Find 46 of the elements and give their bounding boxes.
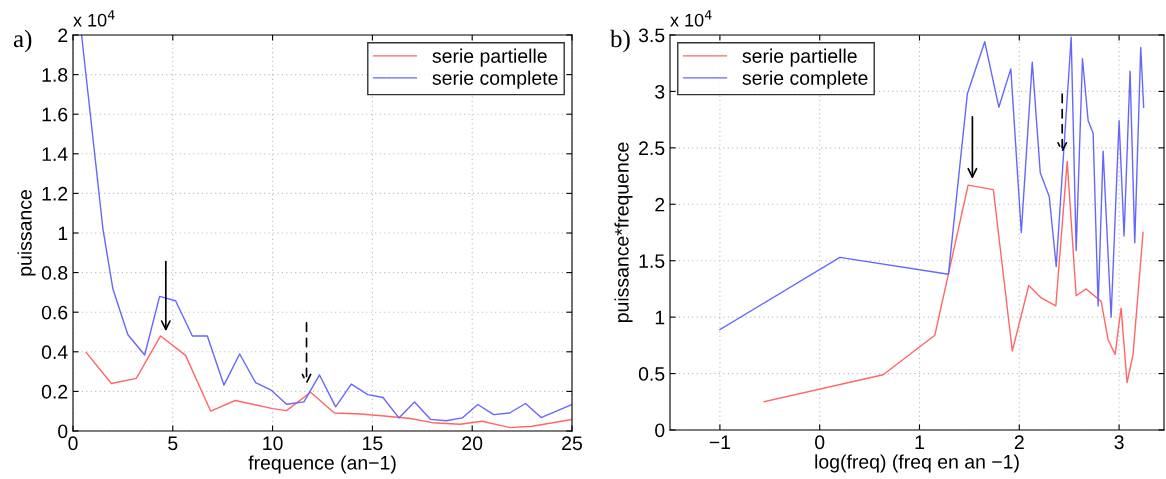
y-tick-label: 0 [58,424,68,439]
y-tick-label: 1.8 [42,68,68,82]
legend-label: serie partielle [742,48,857,67]
x-tick-label: 2 [1014,435,1024,449]
x-tick-label: 25 [562,436,582,451]
y-tick-label: 1.2 [42,186,68,201]
legend-label: serie complete [432,70,558,89]
legend-label: serie complete [742,70,868,89]
y-tick-label: 1.4 [42,147,68,161]
y-tick-label: 2.5 [639,141,665,156]
x-tick-label: −1 [709,435,731,449]
y-tick-label: 0.6 [41,305,68,320]
y-tick-label: 3 [655,84,665,99]
x-axis-title: log(freq) (freq en an −1) [815,454,1019,473]
line-series [80,35,572,422]
y-tick-label: 2 [655,197,665,212]
y-tick-label: 0.4 [41,345,68,360]
text: x 10$^{4}$ [670,10,712,27]
x-tick-label: 10 [263,436,283,451]
text: b) [610,29,630,53]
y-tick-label: 1.5 [639,254,665,268]
line-series [719,36,1145,331]
y-tick-label: 2 [58,28,68,43]
x-axis-title: frequence (an−1) [248,455,396,474]
y-tick-label: 0.2 [41,384,68,399]
y-tick-label: 1 [655,310,665,325]
x-tick-label: 0 [68,436,78,451]
y-tick-label: 0.8 [41,266,68,280]
text: x 10$^{4}$ [73,10,115,27]
y-tick-label: 1.6 [42,107,68,122]
text: a) [13,29,32,53]
x-tick-label: 20 [462,436,483,451]
line-series [763,160,1144,403]
line-series [85,335,572,429]
x-tick-label: 5 [168,436,178,451]
y-tick-label: 1 [58,226,68,241]
y-axis-title: puissance*frequence [614,142,633,323]
y-tick-label: 0 [655,423,665,438]
x-tick-label: 3 [1114,435,1124,450]
legend-label: serie partielle [432,48,547,67]
x-tick-label: 1 [915,435,924,449]
y-tick-label: 0.5 [638,367,665,381]
x-tick-label: 0 [815,435,825,450]
x-tick-label: 15 [363,436,383,451]
y-axis-title: puissance [17,190,36,276]
y-tick-label: 3.5 [638,28,665,43]
